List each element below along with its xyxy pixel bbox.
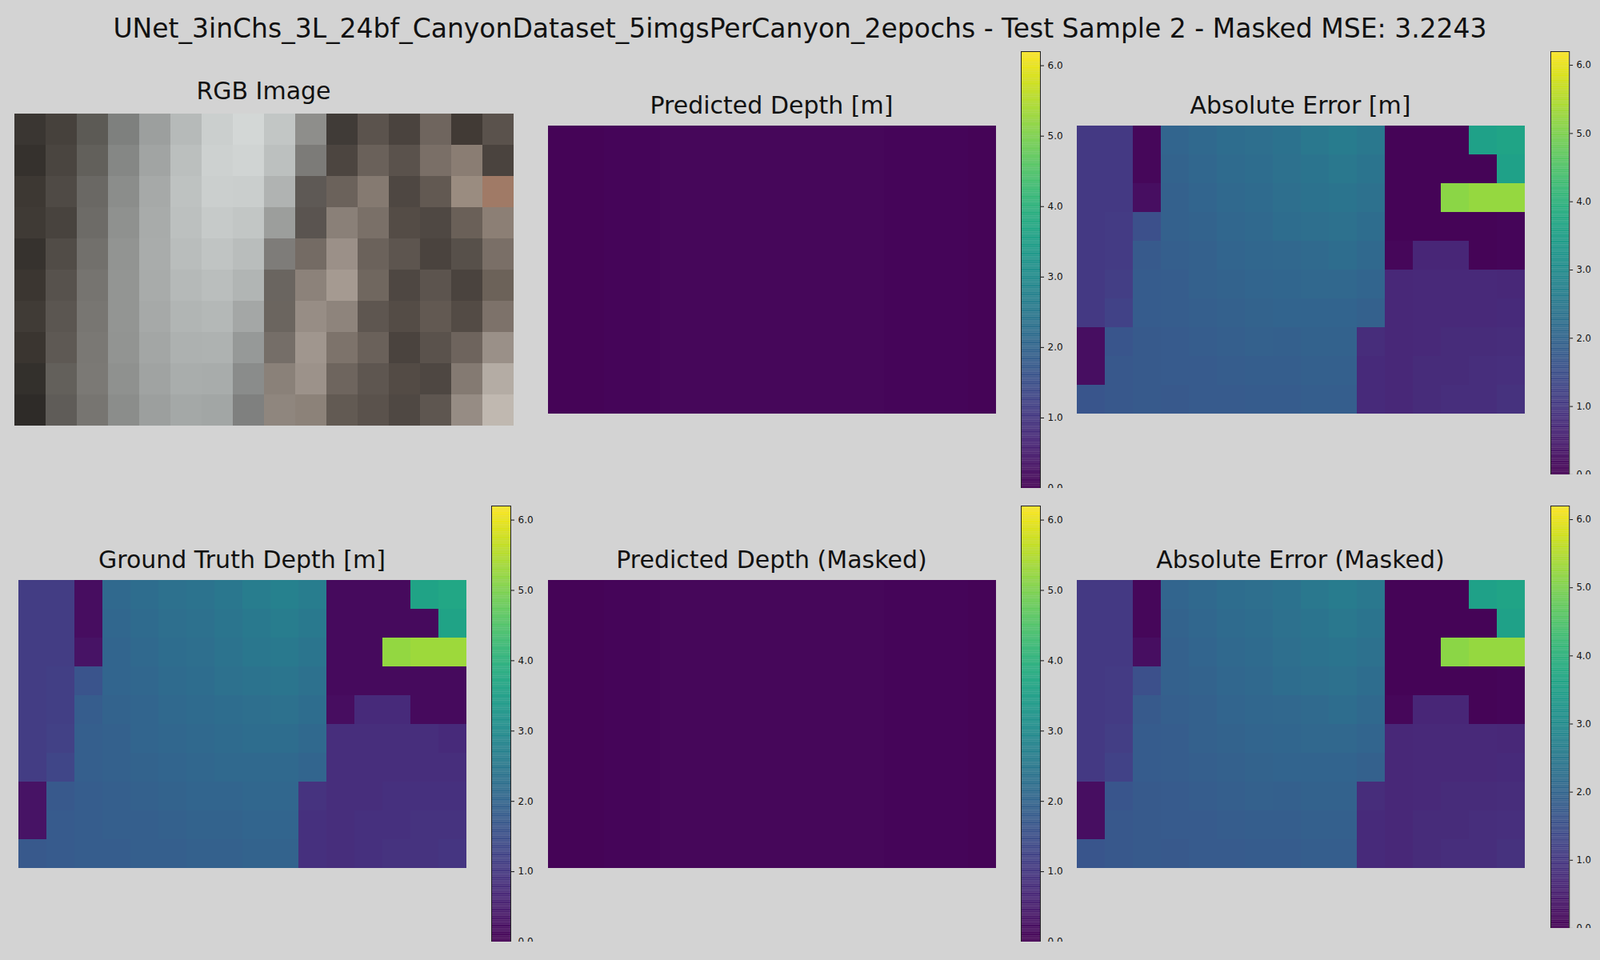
svg-text:1.0: 1.0 <box>1048 412 1064 424</box>
svg-text:0.0: 0.0 <box>1048 936 1064 942</box>
svg-text:4.0: 4.0 <box>1576 650 1591 662</box>
svg-text:4.0: 4.0 <box>1576 196 1591 208</box>
html-text:Ground Truth Depth [m]: Ground Truth Depth [m] <box>98 545 386 574</box>
svg-text:2.0: 2.0 <box>518 796 534 808</box>
svg-text:5.0: 5.0 <box>518 584 534 596</box>
svg-text:2.0: 2.0 <box>1048 796 1064 808</box>
svg-text:3.0: 3.0 <box>1576 264 1591 276</box>
svg-text:5.0: 5.0 <box>1576 581 1591 593</box>
svg-text:6.0: 6.0 <box>1048 514 1064 526</box>
svg-text:3.0: 3.0 <box>1576 718 1591 730</box>
svg-text:5.0: 5.0 <box>1048 130 1064 142</box>
svg-text:3.0: 3.0 <box>1048 725 1064 737</box>
html-text:Absolute Error [m]: Absolute Error [m] <box>1190 91 1411 120</box>
html-text:Predicted Depth (Masked): Predicted Depth (Masked) <box>616 545 927 574</box>
svg-text:0.0: 0.0 <box>1576 468 1591 475</box>
svg-text:4.0: 4.0 <box>518 655 534 667</box>
svg-text:5.0: 5.0 <box>1048 584 1064 596</box>
svg-text:1.0: 1.0 <box>518 865 534 877</box>
svg-text:6.0: 6.0 <box>1576 513 1591 525</box>
svg-text:0.0: 0.0 <box>518 936 534 942</box>
svg-text:1.0: 1.0 <box>1048 865 1064 877</box>
html-text:RGB Image: RGB Image <box>196 76 331 105</box>
html-text:Predicted Depth [m]: Predicted Depth [m] <box>650 91 894 120</box>
svg-text:2.0: 2.0 <box>1576 786 1591 798</box>
html-text:UNet_3inChs_3L_24bf_CanyonData: UNet_3inChs_3L_24bf_CanyonDataset_5imgsP… <box>113 12 1487 44</box>
svg-text:6.0: 6.0 <box>1576 59 1591 71</box>
svg-text:6.0: 6.0 <box>518 514 534 526</box>
svg-text:3.0: 3.0 <box>518 725 534 737</box>
svg-text:5.0: 5.0 <box>1576 128 1591 140</box>
svg-text:2.0: 2.0 <box>1048 341 1064 353</box>
svg-text:3.0: 3.0 <box>1048 271 1064 283</box>
svg-text:4.0: 4.0 <box>1048 200 1064 212</box>
svg-text:6.0: 6.0 <box>1048 60 1064 72</box>
svg-text:0.0: 0.0 <box>1048 482 1064 488</box>
svg-text:1.0: 1.0 <box>1576 400 1591 412</box>
html-text:Absolute Error (Masked): Absolute Error (Masked) <box>1156 545 1445 574</box>
svg-text:4.0: 4.0 <box>1048 655 1064 667</box>
svg-text:0.0: 0.0 <box>1576 922 1591 928</box>
svg-text:2.0: 2.0 <box>1576 332 1591 344</box>
svg-text:1.0: 1.0 <box>1576 854 1591 866</box>
